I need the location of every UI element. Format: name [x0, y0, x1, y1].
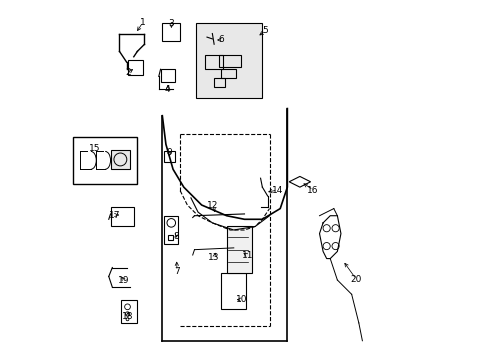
Text: 16: 16	[307, 185, 318, 194]
Bar	[73, 137, 137, 184]
Text: 9: 9	[165, 148, 171, 157]
Text: 19: 19	[118, 276, 129, 285]
Text: 4: 4	[164, 85, 170, 94]
Bar	[110, 207, 134, 226]
Bar	[160, 69, 175, 82]
Bar	[167, 235, 173, 240]
Text: 15: 15	[88, 144, 100, 153]
Bar	[219, 55, 241, 67]
Bar	[221, 273, 246, 309]
Bar	[226, 226, 251, 273]
Text: 2: 2	[125, 68, 131, 77]
Bar	[164, 152, 175, 162]
Bar	[121, 300, 137, 323]
Text: 20: 20	[349, 275, 361, 284]
Bar	[205, 55, 223, 69]
Text: 11: 11	[241, 251, 253, 260]
Text: 5: 5	[262, 26, 267, 35]
Text: 17: 17	[109, 211, 121, 220]
Text: 14: 14	[271, 185, 283, 194]
Text: 12: 12	[206, 201, 218, 210]
Text: 8: 8	[173, 232, 179, 241]
Bar	[128, 60, 142, 75]
Text: 18: 18	[122, 312, 133, 321]
Bar	[196, 23, 262, 98]
Bar	[221, 69, 235, 78]
Text: 6: 6	[218, 36, 224, 45]
Bar	[214, 78, 224, 87]
Bar	[164, 216, 178, 244]
Text: 10: 10	[235, 295, 247, 304]
Text: 13: 13	[208, 253, 220, 262]
Bar	[110, 150, 130, 169]
Text: 1: 1	[140, 18, 145, 27]
Bar	[162, 23, 180, 41]
Text: 3: 3	[168, 19, 174, 28]
Polygon shape	[288, 176, 310, 187]
Text: 7: 7	[173, 267, 179, 276]
